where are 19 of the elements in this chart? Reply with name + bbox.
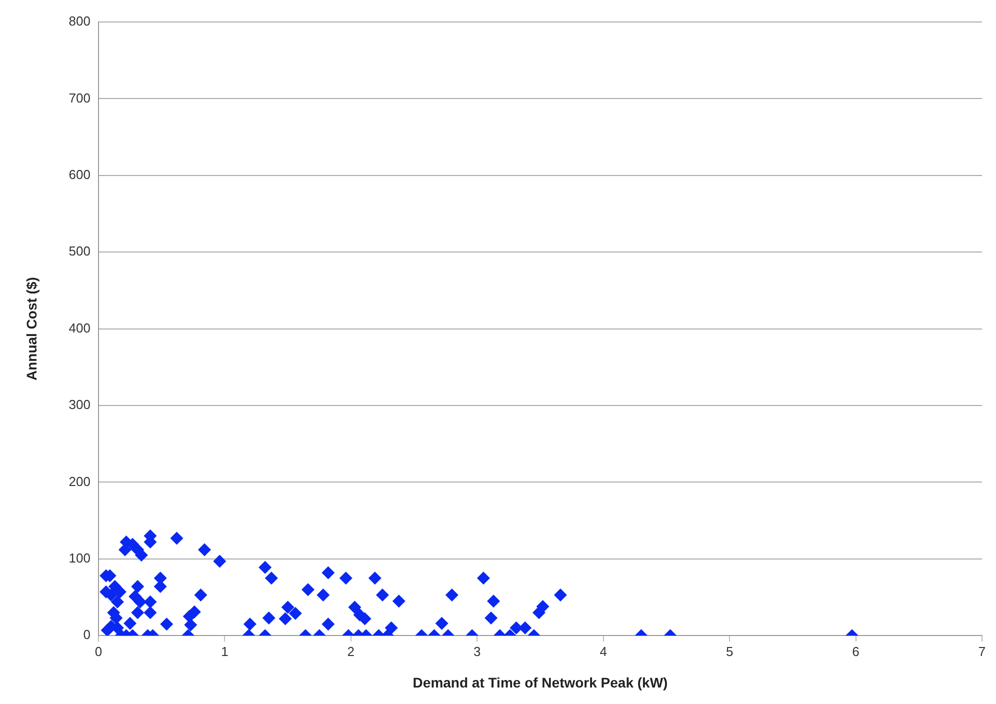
x-tick-label: 4 (600, 644, 607, 659)
x-tick-label: 1 (221, 644, 228, 659)
x-tick-label: 7 (978, 644, 986, 659)
y-tick-label: 800 (68, 14, 90, 29)
y-tick-label: 600 (68, 166, 90, 182)
y-tick-label: 200 (68, 474, 90, 489)
x-tick-label: 5 (726, 644, 734, 659)
y-tick-label: 500 (68, 244, 90, 259)
x-tick-label: 3 (474, 644, 481, 659)
y-tick-label: 100 (68, 550, 90, 566)
y-axis-title: Annual Cost ($) (23, 277, 40, 381)
y-tick-label: 0 (83, 627, 90, 642)
y-tick-label: 700 (68, 90, 90, 106)
x-tick-label: 2 (347, 644, 355, 659)
x-tick-label: 0 (94, 644, 102, 659)
x-axis-title: Demand at Time of Network Peak (kW) (412, 674, 668, 690)
y-tick-label: 400 (68, 320, 90, 336)
x-tick-label: 6 (852, 644, 860, 659)
y-tick-label: 300 (68, 397, 90, 412)
